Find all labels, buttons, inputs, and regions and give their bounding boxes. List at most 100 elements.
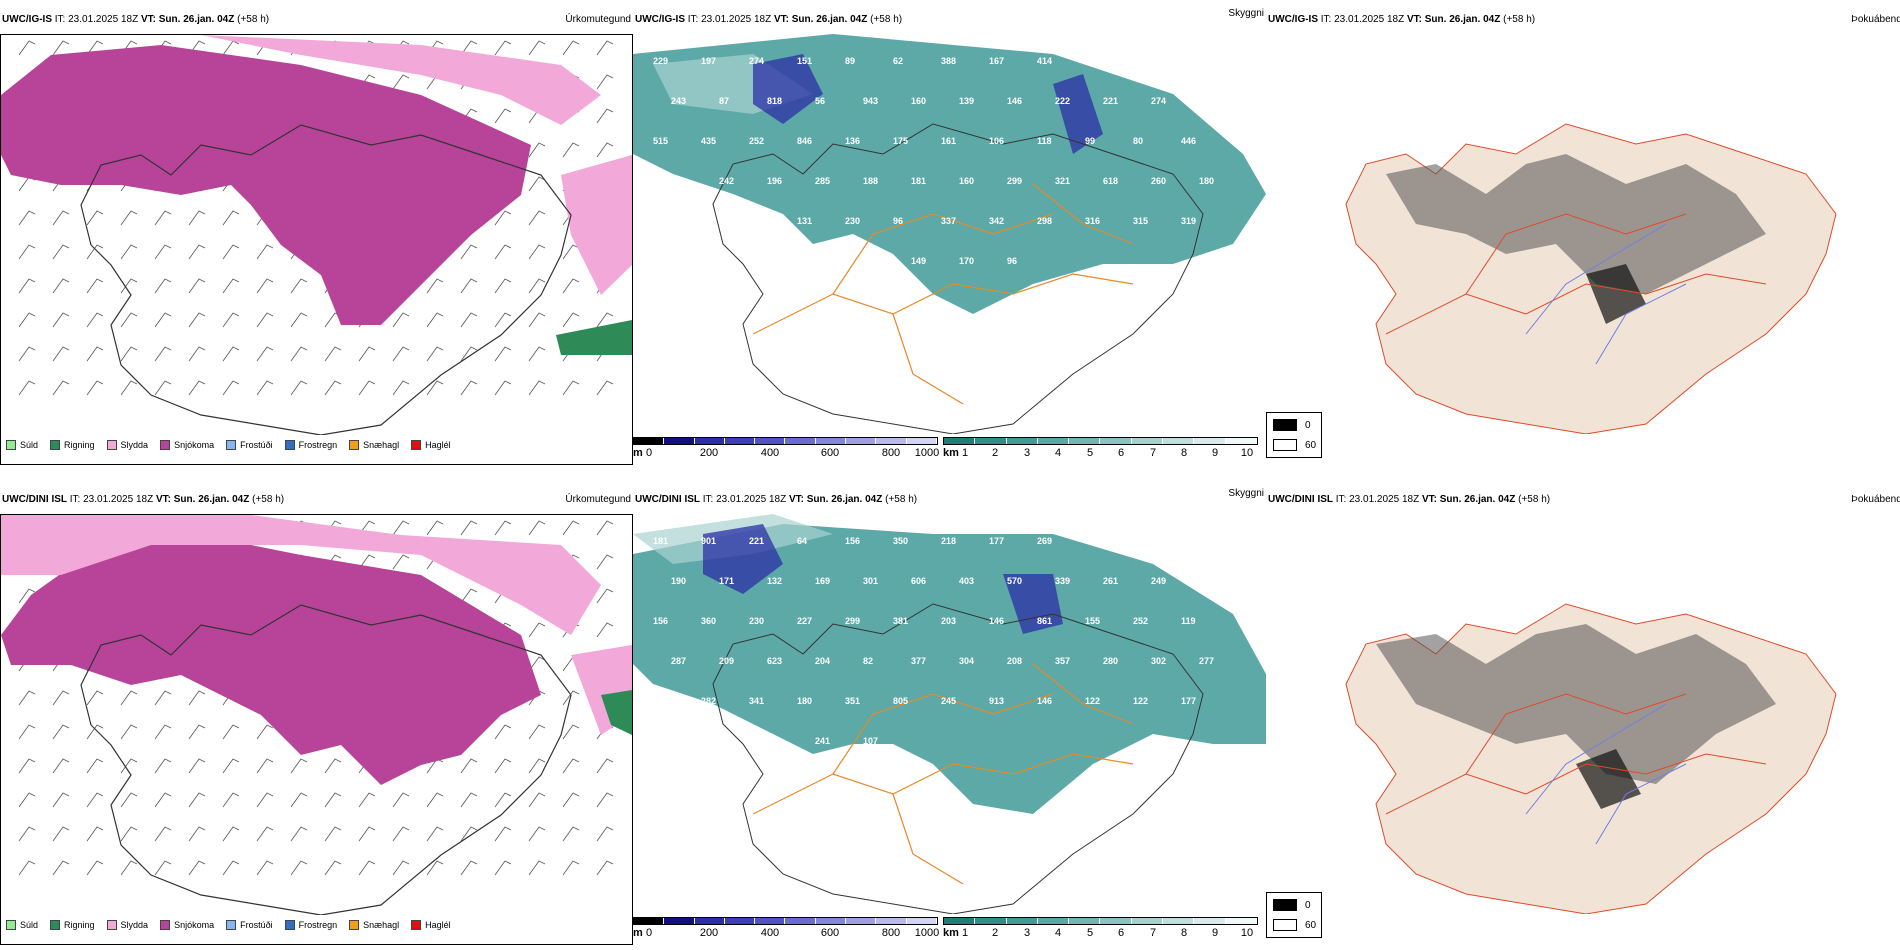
cloud-base-value: 618 [1103, 176, 1118, 186]
wind-barb [154, 210, 172, 226]
cloud-base-colorbar-strip [633, 437, 938, 445]
wind-barb [52, 724, 70, 740]
wind-barb [460, 588, 478, 604]
visibility-tick: 4 [1054, 447, 1062, 459]
cloud-base-value: 177 [989, 536, 1004, 546]
precip-map [1, 515, 632, 915]
visibility-colorbar: km 1 2 3 4 5 6 7 8 9 10 [943, 437, 1263, 461]
wind-barb [52, 860, 70, 876]
cloud-base-value: 230 [749, 616, 764, 626]
wind-barb [528, 520, 546, 536]
legend-item: Súld [6, 920, 38, 930]
fog-legend: 0 60 [1266, 892, 1322, 938]
cloud-base-value: 252 [749, 136, 764, 146]
cloud-base-tick: 400 [760, 927, 780, 939]
cloud-base-value: 244 [1181, 56, 1196, 66]
wind-barb [52, 210, 70, 226]
cloud-base-value: 146 [1007, 96, 1022, 106]
wind-barb [596, 860, 614, 876]
cloud-base-tick: 600 [820, 927, 840, 939]
cloud-base-value: 309 [653, 696, 668, 706]
cloud-base-value: 180 [1199, 176, 1214, 186]
fog-legend-row: 60 [1273, 439, 1316, 451]
valid-time: Sun. 26.jan. 04Z [173, 494, 250, 505]
wind-barb [426, 278, 444, 294]
legend-item: Rigning [50, 920, 95, 930]
cloud-base-value: 64 [797, 536, 807, 546]
legend-label: Snæhagl [363, 440, 400, 450]
legend-item: Frostregn [284, 440, 337, 450]
cloud-base-value: 96 [1007, 256, 1017, 266]
wind-barb [358, 380, 376, 396]
cloud-base-value: 118 [1037, 136, 1052, 146]
wind-barb [120, 346, 138, 362]
wind-barb [222, 278, 240, 294]
valid-time: Sun. 26.jan. 04Z [158, 14, 235, 25]
cloud-base-tick: 0 [645, 927, 653, 939]
legend-item: Rigning [50, 440, 95, 450]
wind-barb [188, 724, 206, 740]
cloud-base-value: 277 [1199, 656, 1214, 666]
valid-time-label: VT: [140, 14, 156, 25]
fog-index-shading [1376, 624, 1776, 784]
wind-barb [86, 312, 104, 328]
wind-barb [86, 244, 104, 260]
cloud-base-value: 318 [1133, 536, 1148, 546]
wind-barb [562, 724, 580, 740]
wind-barb [86, 278, 104, 294]
cloud-base-value: 82 [863, 656, 873, 666]
wind-barb [188, 860, 206, 876]
wind-barb [562, 312, 580, 328]
iceland-outline [712, 603, 1204, 914]
legend-swatch-snow [160, 440, 171, 450]
cloud-base-value: 136 [845, 136, 860, 146]
lead-time: (+58 h) [1518, 494, 1551, 505]
wind-barb [324, 826, 342, 842]
cloud-base-value: 319 [1181, 216, 1196, 226]
wind-barb [256, 312, 274, 328]
fog-legend: 0 60 [1266, 412, 1322, 458]
cloud-base-value: 209 [719, 656, 734, 666]
cloud-base-value: 155 [1085, 616, 1100, 626]
cloud-base-tick: 0 [645, 447, 653, 459]
legend-item: Haglél [411, 440, 451, 450]
cloud-base-value: 245 [941, 696, 956, 706]
wind-barb [154, 792, 172, 808]
cloud-base-value: 287 [671, 656, 686, 666]
wind-barb [358, 346, 376, 362]
valid-time-label: VT: [773, 14, 789, 25]
legend-item: Snæhagl [349, 920, 399, 930]
cloud-base-value: 196 [767, 176, 782, 186]
lead-time: (+58 h) [252, 494, 285, 505]
wind-barb [256, 826, 274, 842]
wind-barb [18, 210, 36, 226]
cloud-base-value: 435 [701, 136, 716, 146]
wind-barb [154, 758, 172, 774]
legend-swatch-freezing-rain [284, 440, 295, 450]
valid-time-label: VT: [1421, 494, 1437, 505]
wind-barb [392, 860, 410, 876]
wind-barb [18, 758, 36, 774]
wind-barb [596, 588, 614, 604]
wind-barb [392, 346, 410, 362]
cloud-base-value: 269 [1037, 536, 1052, 546]
panel-title: Úrkomutegund [565, 494, 631, 505]
wind-barb [18, 690, 36, 706]
wind-barb [222, 860, 240, 876]
fog-index-dark [1586, 264, 1646, 324]
cloud-base-tick: 800 [881, 447, 901, 459]
wind-barb [86, 690, 104, 706]
wind-barb [120, 278, 138, 294]
cloud-base-value: 261 [1103, 576, 1118, 586]
wind-barb [256, 346, 274, 362]
fog-legend-swatch [1273, 899, 1297, 911]
cloud-base-value: 913 [989, 696, 1004, 706]
cloud-base-value: 106 [989, 136, 1004, 146]
wind-barb [154, 860, 172, 876]
wind-barb [188, 244, 206, 260]
snow-area [1, 535, 541, 785]
wind-barb [120, 210, 138, 226]
model-name: UWC/IG-IS [2, 14, 52, 25]
wind-barb [18, 40, 36, 56]
model-name: UWC/DINI ISL [635, 494, 700, 505]
